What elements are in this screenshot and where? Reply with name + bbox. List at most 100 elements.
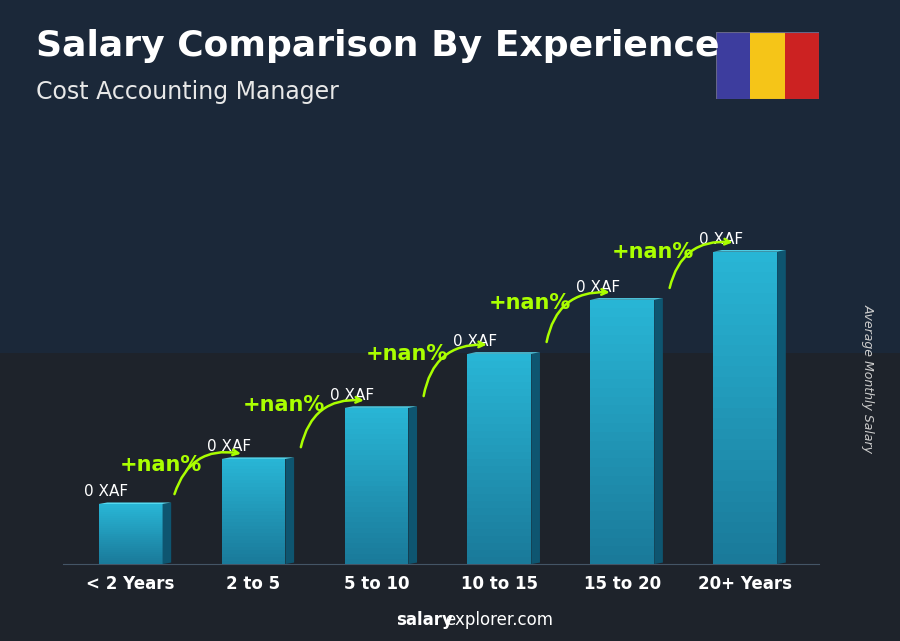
Bar <box>99 542 163 544</box>
Bar <box>590 432 654 441</box>
Bar <box>99 520 163 522</box>
Bar <box>714 283 778 294</box>
Bar <box>714 314 778 324</box>
Bar <box>714 512 778 522</box>
Bar <box>99 540 163 542</box>
Bar <box>345 434 409 439</box>
Bar <box>590 335 654 344</box>
Text: 0 XAF: 0 XAF <box>576 280 620 295</box>
Bar <box>467 501 531 508</box>
Bar <box>221 515 285 519</box>
Bar <box>714 251 778 262</box>
Bar <box>345 444 409 449</box>
Bar <box>99 508 163 510</box>
Bar <box>345 439 409 444</box>
Bar <box>99 506 163 508</box>
Text: explorer.com: explorer.com <box>446 612 554 629</box>
Polygon shape <box>714 250 786 252</box>
Text: +nan%: +nan% <box>612 242 694 262</box>
Bar <box>99 532 163 534</box>
Bar <box>714 272 778 283</box>
Text: 0 XAF: 0 XAF <box>698 232 742 247</box>
Bar <box>99 552 163 554</box>
Bar <box>714 481 778 491</box>
Bar <box>467 354 531 361</box>
Bar <box>345 528 409 533</box>
Bar <box>345 470 409 476</box>
Bar <box>221 561 285 564</box>
Bar <box>99 524 163 526</box>
Bar <box>99 528 163 530</box>
Bar <box>99 556 163 558</box>
Bar <box>714 356 778 366</box>
Bar <box>221 526 285 529</box>
Bar <box>590 362 654 370</box>
Bar <box>99 516 163 518</box>
Bar <box>590 467 654 476</box>
Bar <box>714 533 778 544</box>
Bar <box>345 460 409 465</box>
Bar <box>714 324 778 335</box>
Bar <box>345 449 409 454</box>
Bar <box>467 403 531 410</box>
Bar <box>590 300 654 308</box>
Bar <box>0 0 900 353</box>
Bar <box>345 549 409 554</box>
Bar <box>590 458 654 467</box>
Bar <box>590 317 654 326</box>
Bar <box>467 452 531 459</box>
Text: +nan%: +nan% <box>489 293 572 313</box>
Bar <box>714 408 778 418</box>
Bar <box>221 522 285 526</box>
Polygon shape <box>221 458 294 459</box>
Bar <box>99 550 163 552</box>
Bar <box>590 449 654 458</box>
Bar <box>590 485 654 494</box>
Bar <box>467 487 531 494</box>
Bar <box>221 508 285 512</box>
Bar <box>467 473 531 480</box>
Bar <box>467 445 531 452</box>
Bar <box>590 476 654 485</box>
Bar <box>221 469 285 473</box>
Bar <box>714 501 778 512</box>
Bar <box>590 406 654 414</box>
Bar <box>221 529 285 533</box>
Text: +nan%: +nan% <box>243 395 326 415</box>
Polygon shape <box>163 503 171 564</box>
Bar <box>590 520 654 529</box>
Bar <box>99 558 163 560</box>
Bar <box>99 546 163 548</box>
Polygon shape <box>285 458 294 564</box>
Bar <box>345 496 409 501</box>
Bar <box>99 530 163 532</box>
Bar <box>467 389 531 396</box>
Bar <box>590 441 654 449</box>
Bar <box>714 377 778 387</box>
Bar <box>99 562 163 564</box>
Bar <box>345 465 409 470</box>
Bar <box>345 424 409 429</box>
Bar <box>467 480 531 487</box>
Bar <box>750 32 785 99</box>
Bar <box>590 538 654 546</box>
Bar <box>590 344 654 353</box>
Bar <box>590 370 654 379</box>
Bar <box>99 560 163 562</box>
Bar <box>590 423 654 432</box>
Text: 0 XAF: 0 XAF <box>207 440 251 454</box>
Bar <box>221 512 285 515</box>
Bar <box>467 529 531 536</box>
Bar <box>221 547 285 550</box>
Bar <box>714 387 778 397</box>
Bar <box>590 326 654 335</box>
Polygon shape <box>590 298 663 300</box>
Bar <box>221 504 285 508</box>
Bar <box>785 32 819 99</box>
Bar <box>345 413 409 418</box>
Bar <box>221 480 285 483</box>
Bar <box>221 536 285 540</box>
Text: salary: salary <box>396 612 453 629</box>
Bar <box>221 543 285 547</box>
Bar <box>467 494 531 501</box>
